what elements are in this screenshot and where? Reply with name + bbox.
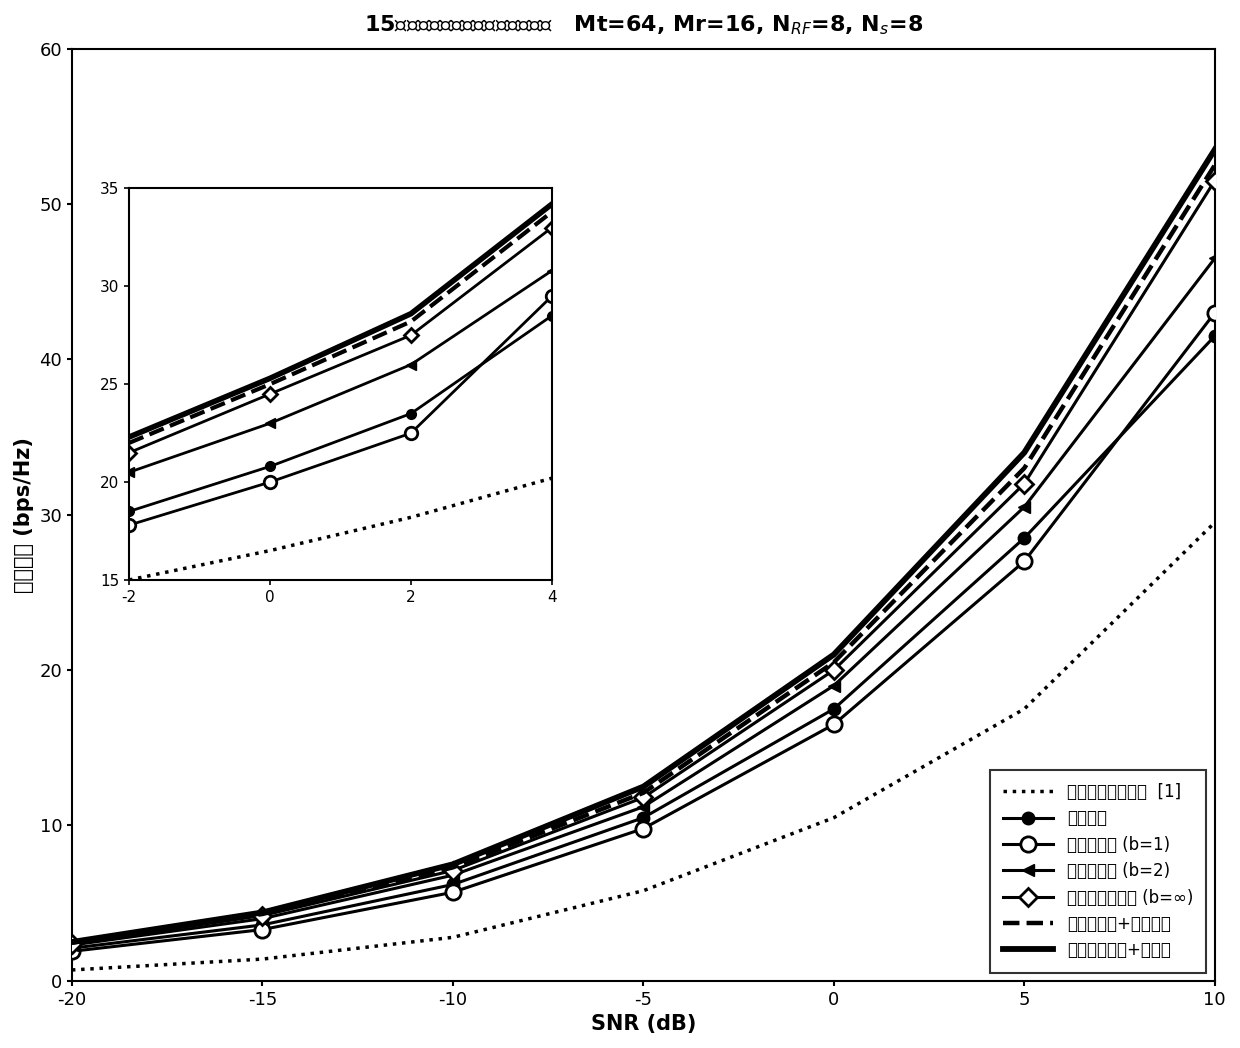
Line: 移相器网络 (b=2): 移相器网络 (b=2) (66, 253, 1221, 952)
理想移相器+开关网络 (1208, 159, 1223, 172)
最优波束赋形+注水法 (1208, 144, 1223, 156)
开关网络 (1208, 330, 1223, 343)
贪婪天线选择算法  [1] (826, 811, 841, 824)
Line: 理想移相器+开关网络: 理想移相器+开关网络 (72, 166, 1215, 943)
Legend: 贪婪天线选择算法  [1], 开关网络, 移相器网络 (b=1), 移相器网络 (b=2), 理想移相器网络 (b=∞), 理想移相器+开关网络, 最优波束赋形: 贪婪天线选择算法 [1], 开关网络, 移相器网络 (b=1), 移相器网络 (… (990, 770, 1207, 973)
贪婪天线选择算法  [1] (255, 953, 270, 965)
移相器网络 (b=2) (1017, 501, 1032, 514)
理想移相器+开关网络 (445, 861, 460, 874)
理想移相器网络 (b=∞) (636, 791, 651, 804)
理想移相器网络 (b=∞) (445, 865, 460, 877)
Line: 贪婪天线选择算法  [1]: 贪婪天线选择算法 [1] (72, 523, 1215, 970)
开关网络 (636, 811, 651, 824)
贪婪天线选择算法  [1] (636, 885, 651, 897)
最优波束赋形+注水法 (1017, 446, 1032, 459)
贪婪天线选择算法  [1] (1208, 517, 1223, 529)
贪婪天线选择算法  [1] (64, 964, 79, 977)
最优波束赋形+注水法 (64, 936, 79, 948)
移相器网络 (b=1) (64, 945, 79, 958)
最优波束赋形+注水法 (445, 858, 460, 871)
移相器网络 (b=2) (64, 939, 79, 952)
移相器网络 (b=1) (1208, 306, 1223, 319)
开关网络 (64, 942, 79, 955)
开关网络 (1017, 531, 1032, 544)
移相器网络 (b=1) (255, 923, 270, 936)
移相器网络 (b=1) (636, 823, 651, 835)
Title: 15个多径的信道（均匀线性阵列）   Mt=64, Mr=16, N$_{RF}$=8, N$_s$=8: 15个多径的信道（均匀线性阵列） Mt=64, Mr=16, N$_{RF}$=… (363, 14, 923, 38)
理想移相器+开关网络 (1017, 462, 1032, 475)
最优波束赋形+注水法 (636, 781, 651, 793)
Line: 理想移相器网络 (b=∞): 理想移相器网络 (b=∞) (66, 174, 1221, 949)
Y-axis label: 频谱效率 (bps/Hz): 频谱效率 (bps/Hz) (14, 437, 33, 592)
移相器网络 (b=2) (826, 679, 841, 692)
移相器网络 (b=2) (445, 869, 460, 881)
贪婪天线选择算法  [1] (1017, 702, 1032, 715)
理想移相器+开关网络 (636, 787, 651, 800)
Line: 最优波束赋形+注水法: 最优波束赋形+注水法 (72, 150, 1215, 942)
移相器网络 (b=2) (255, 913, 270, 925)
移相器网络 (b=2) (1208, 252, 1223, 264)
理想移相器网络 (b=∞) (826, 663, 841, 676)
Line: 移相器网络 (b=1): 移相器网络 (b=1) (64, 305, 1223, 959)
理想移相器+开关网络 (255, 908, 270, 920)
理想移相器网络 (b=∞) (64, 937, 79, 949)
Line: 开关网络: 开关网络 (66, 330, 1221, 955)
移相器网络 (b=1) (826, 718, 841, 730)
最优波束赋形+注水法 (826, 649, 841, 661)
理想移相器网络 (b=∞) (1017, 477, 1032, 489)
开关网络 (826, 702, 841, 715)
理想移相器+开关网络 (64, 937, 79, 949)
最优波束赋形+注水法 (255, 907, 270, 919)
贪婪天线选择算法  [1] (445, 931, 460, 943)
移相器网络 (b=1) (1017, 555, 1032, 568)
移相器网络 (b=1) (445, 886, 460, 898)
X-axis label: SNR (dB): SNR (dB) (590, 1014, 696, 1034)
理想移相器+开关网络 (826, 656, 841, 669)
移相器网络 (b=2) (636, 801, 651, 813)
理想移相器网络 (b=∞) (255, 910, 270, 922)
理想移相器网络 (b=∞) (1208, 174, 1223, 187)
开关网络 (255, 919, 270, 932)
开关网络 (445, 878, 460, 891)
